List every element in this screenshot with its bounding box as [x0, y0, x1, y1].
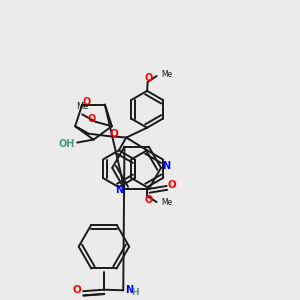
- Text: O: O: [168, 180, 176, 190]
- Text: Me: Me: [161, 197, 172, 206]
- Text: O: O: [88, 114, 96, 124]
- Text: N: N: [162, 161, 170, 171]
- Text: O: O: [109, 129, 118, 139]
- Text: OH: OH: [58, 139, 75, 149]
- Text: Me: Me: [161, 70, 172, 79]
- Text: N: N: [115, 185, 123, 195]
- Text: N: N: [125, 285, 133, 295]
- Text: Me: Me: [76, 102, 88, 111]
- Text: O: O: [144, 74, 153, 83]
- Text: O: O: [73, 285, 82, 295]
- Text: O: O: [82, 97, 91, 107]
- Text: O: O: [144, 195, 153, 205]
- Text: H: H: [132, 288, 139, 297]
